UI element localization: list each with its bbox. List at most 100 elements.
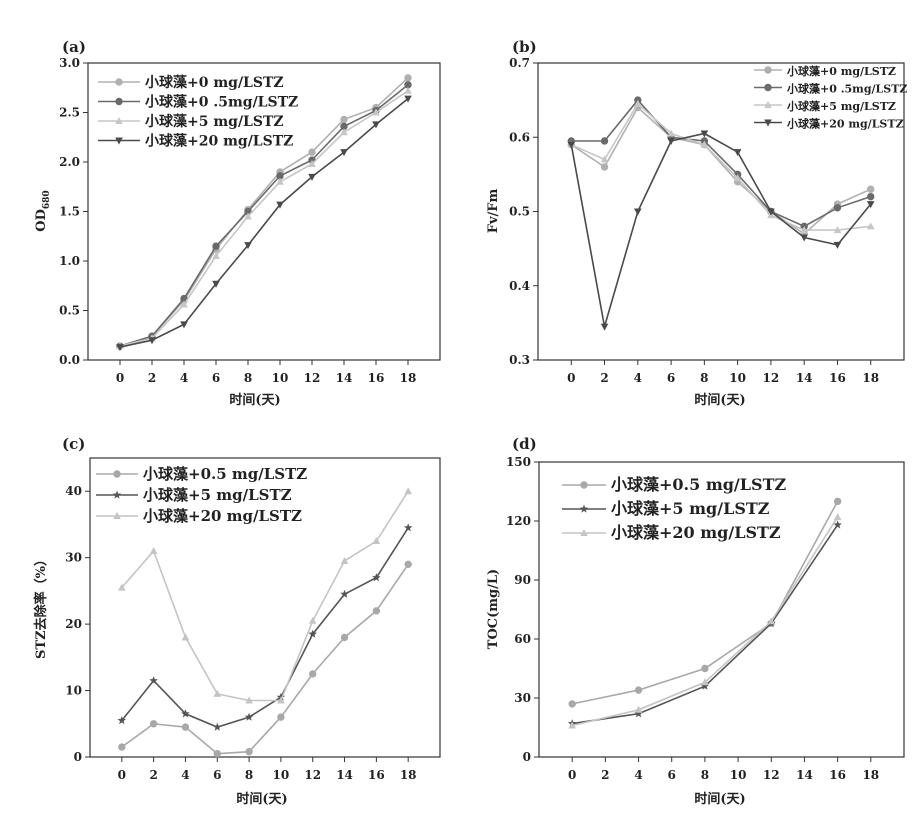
- data-point: [246, 748, 252, 754]
- data-point: [834, 498, 840, 504]
- legend-label: 小球藻+5 mg/LSTZ: [143, 486, 292, 504]
- x-tick-label: 10: [273, 768, 290, 782]
- legend-entry-2: 小球藻+0 .5mg/LSTZ: [98, 94, 298, 111]
- x-tick-label: 6: [667, 371, 675, 385]
- y-tick-label: 0: [74, 750, 82, 764]
- x-tick-label: 4: [181, 768, 189, 782]
- legend-label: 小球藻+0 .5mg/LSTZ: [145, 94, 298, 111]
- x-tick-label: 16: [368, 371, 385, 385]
- chart-panel-4: (d)0246810121416180306090120150时间(天)TOC(…: [486, 435, 904, 807]
- x-tick-label: 4: [180, 371, 188, 385]
- x-tick-label: 8: [244, 371, 252, 385]
- legend-label: 小球藻+0 mg/LSTZ: [145, 74, 284, 91]
- y-tick-label: 0.5: [509, 205, 530, 219]
- x-tick-label: 2: [148, 371, 156, 385]
- data-point: [182, 724, 188, 730]
- y-tick-label: 0.0: [59, 353, 80, 367]
- y-tick-label: 1.0: [59, 254, 80, 268]
- legend-marker: [581, 482, 587, 488]
- legend-entry-3: 小球藻+20 mg/LSTZ: [562, 523, 781, 542]
- x-tick-label: 14: [336, 768, 353, 782]
- y-tick-label: 1.5: [59, 205, 80, 219]
- data-point: [150, 721, 156, 727]
- legend-marker: [113, 491, 122, 499]
- y-tick-label: 30: [514, 691, 531, 705]
- y-axis-label: TOC(mg/L): [486, 569, 501, 649]
- x-tick-label: 2: [601, 768, 609, 782]
- legend-label: 小球藻+20 mg/LSTZ: [145, 133, 293, 150]
- data-point: [405, 75, 411, 81]
- x-tick-label: 0: [567, 371, 575, 385]
- y-tick-label: 2.5: [59, 106, 80, 120]
- x-tick-label: 6: [212, 371, 220, 385]
- legend-entry-1: 小球藻+0 mg/LSTZ: [98, 74, 284, 91]
- legend-entry-4: 小球藻+20 mg/LSTZ: [98, 133, 293, 150]
- data-point: [601, 164, 607, 170]
- data-point: [868, 193, 874, 199]
- data-point: [310, 671, 316, 677]
- chart-panel-2: (b)0246810121416180.30.40.50.60.7时间(天)Fv…: [486, 38, 907, 408]
- x-axis-label: 时间(天): [236, 791, 287, 807]
- legend-label: 小球藻+0.5 mg/LSTZ: [143, 465, 307, 483]
- x-tick-label: 12: [763, 371, 780, 385]
- x-tick-label: 8: [700, 371, 708, 385]
- legend-label: 小球藻+5 mg/LSTZ: [611, 499, 770, 518]
- y-tick-label: 10: [65, 684, 82, 698]
- x-tick-label: 0: [568, 768, 576, 782]
- legend-marker: [116, 79, 122, 85]
- data-point: [150, 547, 158, 554]
- x-tick-label: 4: [634, 371, 642, 385]
- y-tick-label: 90: [514, 573, 531, 587]
- x-tick-label: 12: [763, 768, 780, 782]
- legend-entry-3: 小球藻+5 mg/LSTZ: [98, 113, 284, 130]
- x-axis-label: 时间(天): [694, 791, 745, 807]
- x-tick-label: 16: [829, 768, 846, 782]
- x-tick-label: 14: [796, 768, 813, 782]
- legend-label: 小球藻+20 mg/LSTZ: [786, 117, 904, 131]
- data-point: [119, 744, 125, 750]
- data-point: [278, 714, 284, 720]
- legend-entry-3: 小球藻+5 mg/LSTZ: [754, 99, 896, 113]
- x-tick-label: 18: [400, 371, 417, 385]
- panel-label: (d): [512, 435, 537, 453]
- series-2: [118, 523, 413, 730]
- y-axis-label: OD680: [34, 190, 52, 231]
- data-point: [702, 665, 708, 671]
- legend-label: 小球藻+0 .5mg/LSTZ: [786, 82, 907, 96]
- x-tick-label: 18: [400, 768, 417, 782]
- data-point: [569, 701, 575, 707]
- x-tick-label: 16: [368, 768, 385, 782]
- data-point: [309, 617, 317, 624]
- data-point: [667, 138, 675, 145]
- legend-marker: [765, 84, 771, 90]
- legend-entry-3: 小球藻+20 mg/LSTZ: [96, 507, 302, 525]
- data-point: [214, 750, 220, 756]
- data-point: [834, 513, 842, 520]
- x-axis-label: 时间(天): [229, 392, 280, 408]
- x-tick-label: 12: [304, 768, 321, 782]
- y-tick-label: 60: [514, 632, 531, 646]
- y-tick-label: 0: [523, 750, 531, 764]
- y-tick-label: 150: [506, 455, 531, 469]
- legend-entry-1: 小球藻+0.5 mg/LSTZ: [96, 465, 307, 483]
- y-tick-label: 0.6: [509, 130, 530, 144]
- x-tick-label: 10: [730, 768, 747, 782]
- data-point: [309, 149, 315, 155]
- y-axis-label-main: OD: [34, 209, 49, 232]
- legend-label: 小球藻+20 mg/LSTZ: [611, 523, 781, 542]
- data-point: [634, 209, 642, 216]
- legend-label: 小球藻+0.5 mg/LSTZ: [611, 475, 786, 494]
- data-point: [635, 687, 641, 693]
- data-point: [404, 487, 412, 494]
- panel-label: (a): [62, 38, 86, 56]
- data-point: [601, 138, 607, 144]
- legend-marker: [765, 67, 771, 73]
- data-point: [404, 523, 413, 531]
- data-point: [834, 242, 842, 249]
- panel-label: (b): [512, 38, 537, 56]
- data-point: [213, 690, 221, 697]
- data-point: [601, 324, 609, 331]
- legend-entry-2: 小球藻+0 .5mg/LSTZ: [754, 82, 907, 96]
- x-tick-label: 12: [304, 371, 321, 385]
